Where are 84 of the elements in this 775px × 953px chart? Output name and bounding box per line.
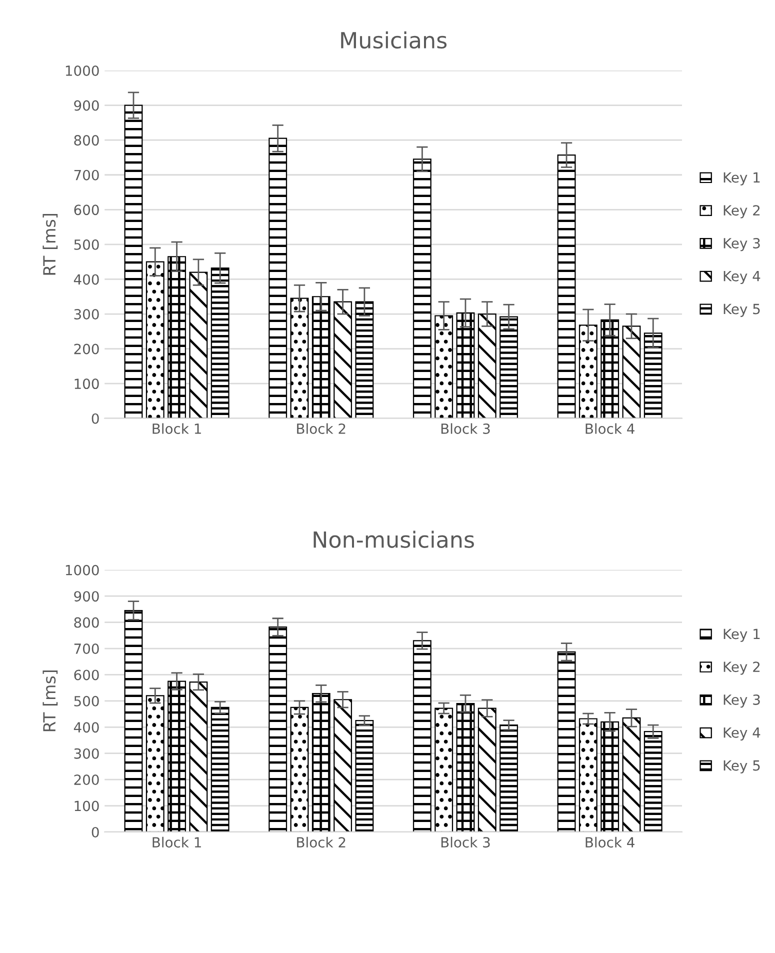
- x-tick-label: Block 1: [152, 836, 201, 848]
- y-tick-label: 300: [74, 308, 99, 320]
- x-tick-label: Block 3: [441, 836, 490, 848]
- y-tick-label: 500: [74, 696, 99, 706]
- bar: [290, 298, 309, 418]
- legend-label: Key 4: [724, 728, 760, 741]
- y-axis-title: RT [ms]: [42, 214, 58, 275]
- x-tick-label: Block 2: [297, 423, 346, 434]
- bar: [456, 702, 475, 832]
- bar: [622, 717, 641, 832]
- y-tick-label: 0: [92, 826, 99, 838]
- bar: [600, 721, 620, 832]
- x-tick-label: Block 4: [586, 836, 634, 848]
- bar: [268, 138, 288, 418]
- y-tick-label: 900: [74, 100, 99, 111]
- y-tick-label: 800: [74, 617, 99, 628]
- legend-label: Key 2: [724, 205, 760, 218]
- bar: [312, 296, 330, 418]
- x-tick-label: Block 2: [297, 836, 346, 848]
- legend-label: Key 1: [724, 628, 760, 642]
- bar: [189, 272, 208, 418]
- bar: [312, 693, 330, 832]
- y-tick-label: 100: [74, 800, 99, 812]
- bar: [434, 708, 454, 832]
- x-tick-label: Block 4: [586, 423, 634, 434]
- bar: [146, 261, 164, 418]
- bar: [500, 724, 518, 832]
- x-tick-label: Block 3: [441, 423, 490, 434]
- bar: [456, 312, 475, 418]
- legend-label: Key 4: [724, 271, 760, 284]
- chart-title: Musicians: [341, 31, 447, 49]
- y-tick-label: 200: [74, 344, 99, 354]
- y-tick-label: 700: [74, 170, 99, 180]
- bar: [478, 313, 496, 418]
- y-tick-label: 1000: [66, 564, 99, 576]
- bar: [210, 268, 230, 418]
- bar: [268, 626, 288, 832]
- y-tick-label: 100: [74, 378, 99, 390]
- y-tick-label: 700: [74, 643, 99, 654]
- legend-label: Key 2: [724, 662, 760, 675]
- bar: [168, 256, 186, 418]
- y-tick-label: 800: [74, 135, 99, 146]
- bar: [644, 332, 662, 418]
- legend-label: Key 5: [724, 760, 760, 774]
- bar: [189, 682, 208, 832]
- y-tick-label: 400: [74, 722, 99, 733]
- bar: [168, 680, 186, 832]
- bar: [355, 720, 374, 832]
- bar: [622, 326, 641, 418]
- bar: [412, 640, 432, 832]
- bar: [600, 319, 620, 418]
- legend-label: Key 3: [724, 238, 760, 252]
- y-tick-label: 300: [74, 748, 99, 759]
- bar: [578, 324, 598, 418]
- bar: [644, 731, 662, 832]
- bar: [334, 301, 352, 418]
- bar: [124, 104, 143, 418]
- y-axis-title: RT [ms]: [42, 670, 58, 732]
- bar: [355, 301, 374, 418]
- bar: [334, 699, 352, 832]
- bar: [434, 315, 454, 418]
- y-tick-label: 1000: [66, 65, 99, 76]
- bar: [290, 706, 309, 832]
- legend-label: Key 3: [724, 694, 760, 708]
- bar: [146, 695, 164, 832]
- y-tick-label: 400: [74, 274, 99, 285]
- bar: [500, 316, 518, 418]
- y-tick-label: 600: [74, 204, 99, 216]
- bar: [412, 158, 432, 418]
- y-tick-label: 600: [74, 670, 99, 680]
- y-tick-label: 200: [74, 774, 99, 786]
- bar: [210, 706, 230, 832]
- bar: [557, 154, 576, 418]
- y-tick-label: 0: [92, 413, 99, 424]
- y-tick-label: 900: [74, 591, 99, 602]
- chart-title: Non-musicians: [314, 530, 474, 548]
- legend-label: Key 5: [724, 304, 760, 317]
- bar: [124, 610, 143, 832]
- legend-label: Key 1: [724, 172, 760, 186]
- y-tick-label: 500: [74, 239, 99, 250]
- bar: [478, 708, 496, 832]
- bar: [578, 718, 598, 832]
- x-tick-label: Block 1: [152, 423, 201, 434]
- bar: [557, 651, 576, 832]
